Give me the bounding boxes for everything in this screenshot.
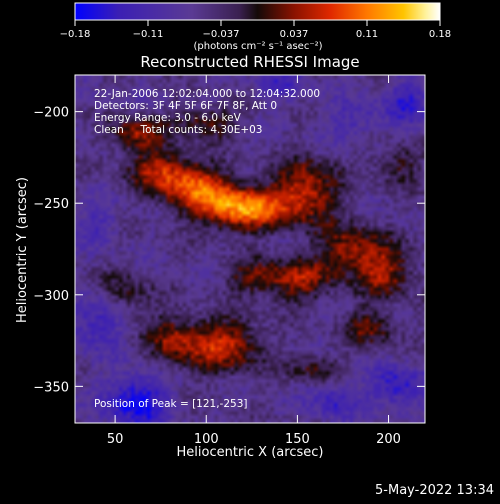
peak-position-label: Position of Peak = [121,-253] — [94, 398, 248, 410]
colorbar-tick-label: 0.18 — [429, 29, 451, 40]
x-tick-label: 150 — [285, 432, 310, 447]
y-axis-ticks: −200 −250 −300 −350 — [33, 106, 425, 395]
info-energy-range: Energy Range: 3.0 - 6.0 keV — [94, 112, 242, 124]
observation-info: 22-Jan-2006 12:02:04.000 to 12:04:32.000… — [94, 88, 320, 136]
colorbar-units-label: (photons cm⁻² s⁻¹ asec⁻²) — [193, 41, 322, 52]
plot-frame — [74, 74, 426, 424]
chart-title: Reconstructed RHESSI Image — [140, 53, 359, 71]
colorbar: −0.18 −0.11 −0.037 0.037 0.11 0.18 (photons c… — [60, 2, 451, 52]
y-tick-label: −350 — [33, 380, 69, 395]
y-tick-label: −200 — [33, 106, 69, 121]
colorbar-tick-label: −0.037 — [202, 29, 239, 40]
colorbar-tick-label: 0.11 — [356, 29, 378, 40]
x-axis-title: Heliocentric X (arcsec) — [177, 445, 324, 460]
x-tick-label: 50 — [107, 432, 124, 447]
heatmap-image — [75, 75, 425, 423]
info-time-range: 22-Jan-2006 12:02:04.000 to 12:04:32.000 — [94, 88, 320, 100]
x-axis-ticks: 50 100 150 200 — [107, 75, 401, 447]
info-clean-counts: Clean Total counts: 4.30E+03 — [94, 124, 263, 136]
x-tick-label: 100 — [194, 432, 219, 447]
colorbar-ticks: −0.18 −0.11 −0.037 0.037 0.11 0.18 — [60, 20, 451, 40]
colorbar-gradient — [74, 2, 441, 21]
y-tick-label: −300 — [33, 289, 69, 304]
colorbar-tick-label: −0.11 — [133, 29, 164, 40]
y-tick-label: −250 — [33, 197, 69, 212]
timestamp: 5-May-2022 13:34 — [375, 483, 494, 498]
x-tick-label: 200 — [376, 432, 401, 447]
y-axis-title: Heliocentric Y (arcsec) — [15, 177, 30, 323]
colorbar-tick-label: 0.037 — [280, 29, 309, 40]
colorbar-tick-label: −0.18 — [60, 29, 91, 40]
info-detectors: Detectors: 3F 4F 5F 6F 7F 8F, Att 0 — [94, 100, 277, 112]
